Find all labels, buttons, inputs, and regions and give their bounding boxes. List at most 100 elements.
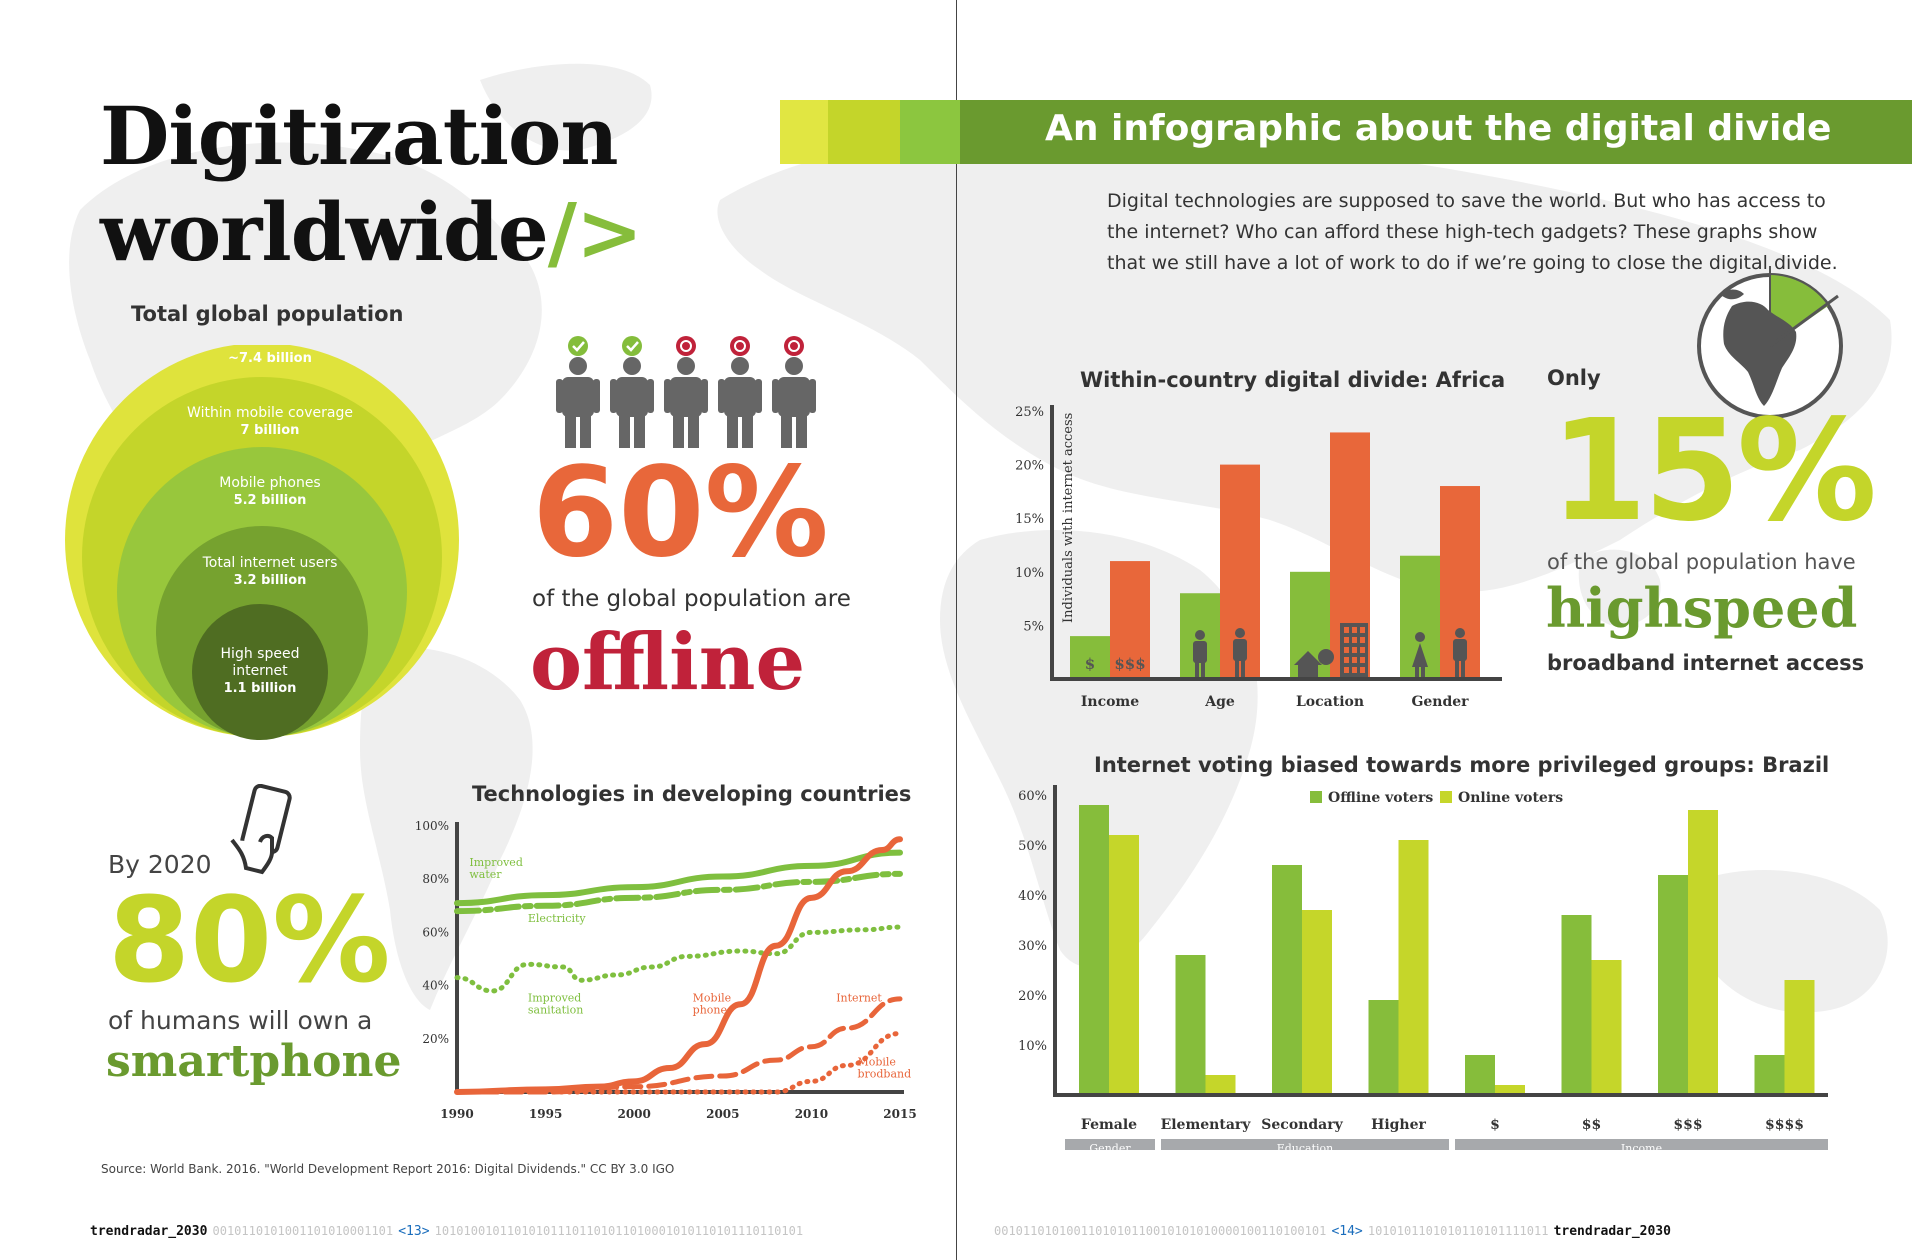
brazil-category-label: $ [1490, 1117, 1500, 1133]
brazil-bar [1205, 1075, 1236, 1095]
globe-icon [1697, 266, 1843, 419]
brazil-bar [1465, 1055, 1495, 1095]
brazil-bar [1495, 1085, 1525, 1095]
footer-page-13[interactable]: <13> [398, 1224, 430, 1239]
tech-series-label: Improved water [469, 856, 522, 881]
brazil-category-label: $$$ [1673, 1117, 1702, 1133]
tech-series-label: Internet [836, 992, 882, 1005]
tech-series-line [454, 1030, 903, 1095]
population-circles [65, 345, 459, 740]
person-icon [1193, 630, 1207, 677]
highspeed-label: High speed internet [220, 646, 300, 679]
offline-text: of the global population are [532, 586, 851, 612]
brazil-bar [1368, 1000, 1399, 1095]
smartphone-by: By 2020 [108, 850, 212, 879]
footer-right: 0010110101001101010110010101010000100110… [994, 1220, 1671, 1239]
phones-label: Mobile phones [219, 475, 321, 491]
brazil-bar-chart: 10% 20% 30% 40% 50% 60% Offline voters Online v… [1018, 785, 1828, 1150]
footer-left-brand: trendradar_2030 [90, 1224, 208, 1239]
tech-series-line [454, 996, 903, 1095]
brazil-category-label: Female [1081, 1117, 1137, 1133]
africa-chart-title: Within-country digital divide: Africa [1080, 368, 1506, 392]
africa-category-label: Income [1081, 694, 1139, 710]
brazil-bar [1079, 805, 1109, 1095]
population-title: Total global population [131, 302, 404, 326]
ring-label-coverage: Within mobile coverage 7 billion [160, 405, 380, 439]
smartphone-hand-icon [230, 784, 292, 875]
offline-percent: 60% [532, 441, 829, 585]
brazil-group-bar [1161, 1139, 1449, 1150]
brazil-bar [1591, 960, 1622, 1095]
tech-xtick: 2010 [795, 1107, 828, 1121]
brazil-category-label: Higher [1371, 1117, 1426, 1133]
broadband-percent: 15% [1550, 390, 1877, 553]
highspeed-value: 1.1 billion [223, 681, 297, 696]
smartphone-text: of humans will own a [108, 1006, 373, 1035]
brazil-bar [1754, 1055, 1785, 1095]
africa-category-label: Location [1296, 694, 1364, 710]
tech-ytick: 60% [422, 925, 449, 939]
title-line-1: Digitization [100, 89, 619, 183]
africa-bar-chart: 5% 10% 15% 20% 25% Individuals with internet … [1015, 405, 1502, 710]
footer-left: trendradar_2030 001011010100110101000110… [90, 1220, 803, 1239]
ring-label-highspeed: High speed internet 1.1 billion [200, 646, 320, 697]
tech-xtick: 1995 [529, 1107, 562, 1121]
broadband-word: highspeed [1546, 576, 1858, 640]
brazil-ytick: 30% [1018, 939, 1047, 954]
brazil-group-label: Education [1277, 1142, 1334, 1150]
brazil-legend-label: Offline voters [1328, 790, 1433, 806]
brazil-category-label: $$$$ [1765, 1117, 1804, 1133]
brazil-legend-swatch [1310, 791, 1322, 803]
brazil-ytick: 50% [1018, 839, 1047, 854]
brazil-group-bar [1455, 1139, 1828, 1150]
brazil-bar [1175, 955, 1206, 1095]
brazil-ytick: 60% [1018, 789, 1047, 804]
africa-category-label: Gender [1411, 694, 1469, 710]
tech-line-chart: 20% 40% 60% 80% 100% 1990 1995 2000 2005 2010 2015… [415, 819, 917, 1121]
africa-ytick: 5% [1023, 619, 1044, 634]
tech-ytick: 100% [415, 819, 449, 833]
broadband-only: Only [1547, 366, 1601, 390]
brazil-bar [1109, 835, 1139, 1095]
tech-xtick: 2015 [883, 1107, 916, 1121]
coverage-value: 7 billion [240, 423, 300, 438]
brazil-bar [1658, 875, 1688, 1095]
footer-page-14[interactable]: <14> [1331, 1224, 1363, 1239]
banner-bar [780, 100, 1912, 164]
building-icon [1340, 623, 1368, 677]
ring-label-total: ~7.4 billion [228, 351, 312, 366]
footer-right-brand: trendradar_2030 [1553, 1224, 1671, 1239]
brazil-group-bar [1065, 1139, 1155, 1150]
ring-label-internet: Total internet users 3.2 billion [170, 555, 370, 589]
tech-series-label: Improved sanitation [528, 992, 583, 1017]
brazil-ytick: 40% [1018, 889, 1047, 904]
title-slash-icon: /> [547, 185, 643, 279]
brazil-group-label: Gender [1089, 1142, 1131, 1150]
broadband-text: of the global population have [1547, 550, 1856, 574]
brazil-ytick: 10% [1018, 1039, 1047, 1054]
smartphone-percent: 80% [108, 871, 391, 1009]
brazil-group-label: Income [1621, 1142, 1662, 1150]
footer-right-code-1: 0010110101001101010110010101010000100110… [994, 1224, 1327, 1238]
brazil-category-label: Secondary [1261, 1117, 1343, 1133]
intro-paragraph: Digital technologies are supposed to sav… [1107, 190, 1838, 274]
person-icon [1233, 628, 1247, 677]
ring-high-speed [192, 604, 328, 740]
brazil-bar [1561, 915, 1592, 1095]
footer-right-code-2: 1010101101010110101111011 [1367, 1224, 1549, 1238]
internet-label: Total internet users [202, 555, 338, 571]
tech-chart-title: Technologies in developing countries [472, 782, 912, 806]
brazil-bar [1784, 980, 1815, 1095]
africa-income-low-label: $ [1085, 655, 1095, 673]
brazil-legend-swatch [1440, 791, 1452, 803]
brazil-chart-title: Internet voting biased towards more priv… [1094, 753, 1830, 777]
banner-title: An infographic about the digital divide [1045, 108, 1832, 149]
africa-bar [1070, 636, 1110, 679]
tech-ytick: 80% [422, 872, 449, 886]
footer-left-code-1: 0010110101001101010001101 [212, 1224, 394, 1238]
title-line-2: worldwide/> [100, 184, 643, 280]
tech-series-line [454, 849, 903, 907]
tech-ytick: 20% [422, 1032, 449, 1046]
tech-series-label: Mobile phone [693, 992, 731, 1017]
